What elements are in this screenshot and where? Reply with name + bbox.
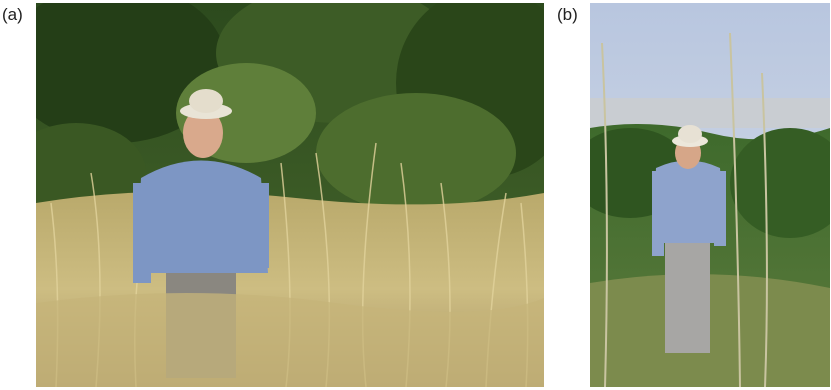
blue-shirt — [136, 160, 268, 273]
trousers — [665, 238, 710, 353]
photo-panel-a — [36, 3, 544, 387]
blue-shirt — [652, 160, 726, 243]
photo-a-illustration — [36, 3, 544, 387]
hat-crown — [189, 89, 223, 113]
tall-stalks — [601, 32, 768, 387]
man-figure — [652, 125, 726, 353]
hat-crown — [678, 125, 702, 143]
right-arm — [251, 183, 269, 268]
bush — [730, 128, 830, 238]
left-arm — [652, 171, 664, 256]
face — [183, 108, 223, 158]
photo-b-illustration — [590, 3, 830, 387]
left-arm — [133, 183, 151, 283]
panel-label-a: (a) — [2, 5, 23, 24]
right-arm — [714, 171, 726, 246]
shrub — [316, 93, 516, 213]
photo-panel-b — [590, 3, 830, 387]
panel-label-b: (b) — [557, 5, 578, 24]
foreground-grass — [36, 293, 544, 387]
distant-valley — [590, 98, 830, 128]
